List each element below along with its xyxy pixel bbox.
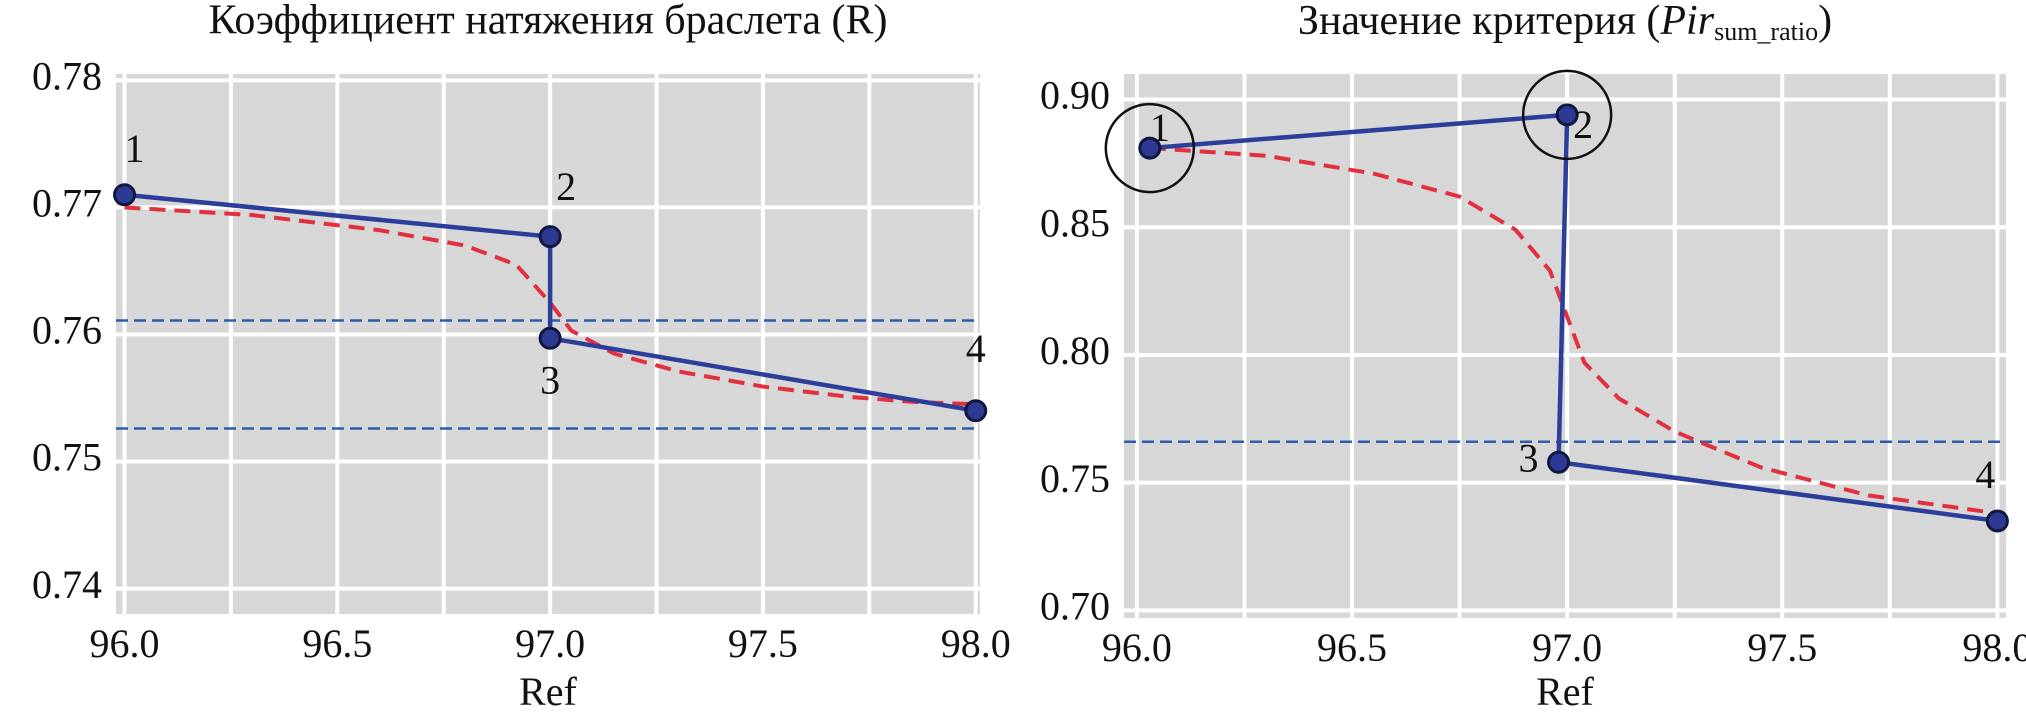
panel: Коэффициент натяжения браслета (R) 96.0 96… [32, 0, 1011, 714]
point-label: 2 [556, 164, 576, 209]
y-tick-label: 0.80 [1040, 328, 1110, 373]
y-tick-label: 0.90 [1040, 73, 1110, 118]
x-tick-label: 96.0 [1102, 625, 1172, 670]
point [964, 399, 988, 423]
y-tick-label: 0.77 [32, 181, 102, 226]
x-tick-label: 98.0 [1962, 625, 2026, 670]
y-tick-label: 0.75 [32, 435, 102, 480]
highlight-circle [1104, 102, 1196, 194]
x-tick-label: 98.0 [941, 621, 1011, 666]
x-tick-label: 97.5 [728, 621, 798, 666]
title-text: Значение критерия ( [1298, 0, 1661, 44]
chart-title: Коэффициент натяжения браслета (R) [208, 0, 887, 44]
point [538, 225, 562, 249]
y-tick-label: 0.78 [32, 54, 102, 99]
x-axis-label: Ref [1536, 669, 1594, 714]
point-label: 4 [1975, 452, 1995, 497]
point [1138, 136, 1162, 160]
series-line [1149, 112, 1998, 524]
x-axis-label: Ref [519, 669, 577, 714]
point [1547, 450, 1571, 474]
y-tick-label: 0.74 [32, 562, 102, 607]
point-label: 3 [1519, 435, 1539, 480]
chart-title: Значение критерия (Pirsum_ratio) [1298, 0, 1832, 46]
point-label: 3 [540, 357, 560, 402]
title-close: ) [1818, 0, 1832, 44]
point-label: 2 [1573, 102, 1593, 147]
x-tick-label: 97.0 [1532, 625, 1602, 670]
point [538, 326, 562, 350]
series-line [124, 192, 977, 413]
point [1555, 103, 1579, 127]
y-tick-label: 0.85 [1040, 200, 1110, 245]
title-italic: Pir [1659, 0, 1714, 44]
highlight-circle [1521, 69, 1613, 161]
title-subscript: sum_ratio [1714, 17, 1818, 46]
point-label: 4 [966, 326, 986, 371]
x-tick-label: 97.5 [1747, 625, 1817, 670]
series-line [124, 205, 976, 407]
series-line [1149, 146, 1998, 516]
point [1985, 509, 2009, 533]
x-tick-label: 97.0 [515, 621, 585, 666]
y-tick-label: 0.76 [32, 308, 102, 353]
point [113, 183, 137, 207]
point-label: 1 [125, 126, 145, 171]
x-tick-label: 96.5 [302, 621, 372, 666]
panel: Значение критерия (Pirsum_ratio) 96.0 96.5… [1040, 0, 2026, 714]
y-tick-label: 0.70 [1040, 584, 1110, 629]
point-label: 1 [1150, 105, 1170, 150]
x-tick-label: 96.5 [1317, 625, 1387, 670]
y-tick-label: 0.75 [1040, 456, 1110, 501]
x-tick-label: 96.0 [90, 621, 160, 666]
